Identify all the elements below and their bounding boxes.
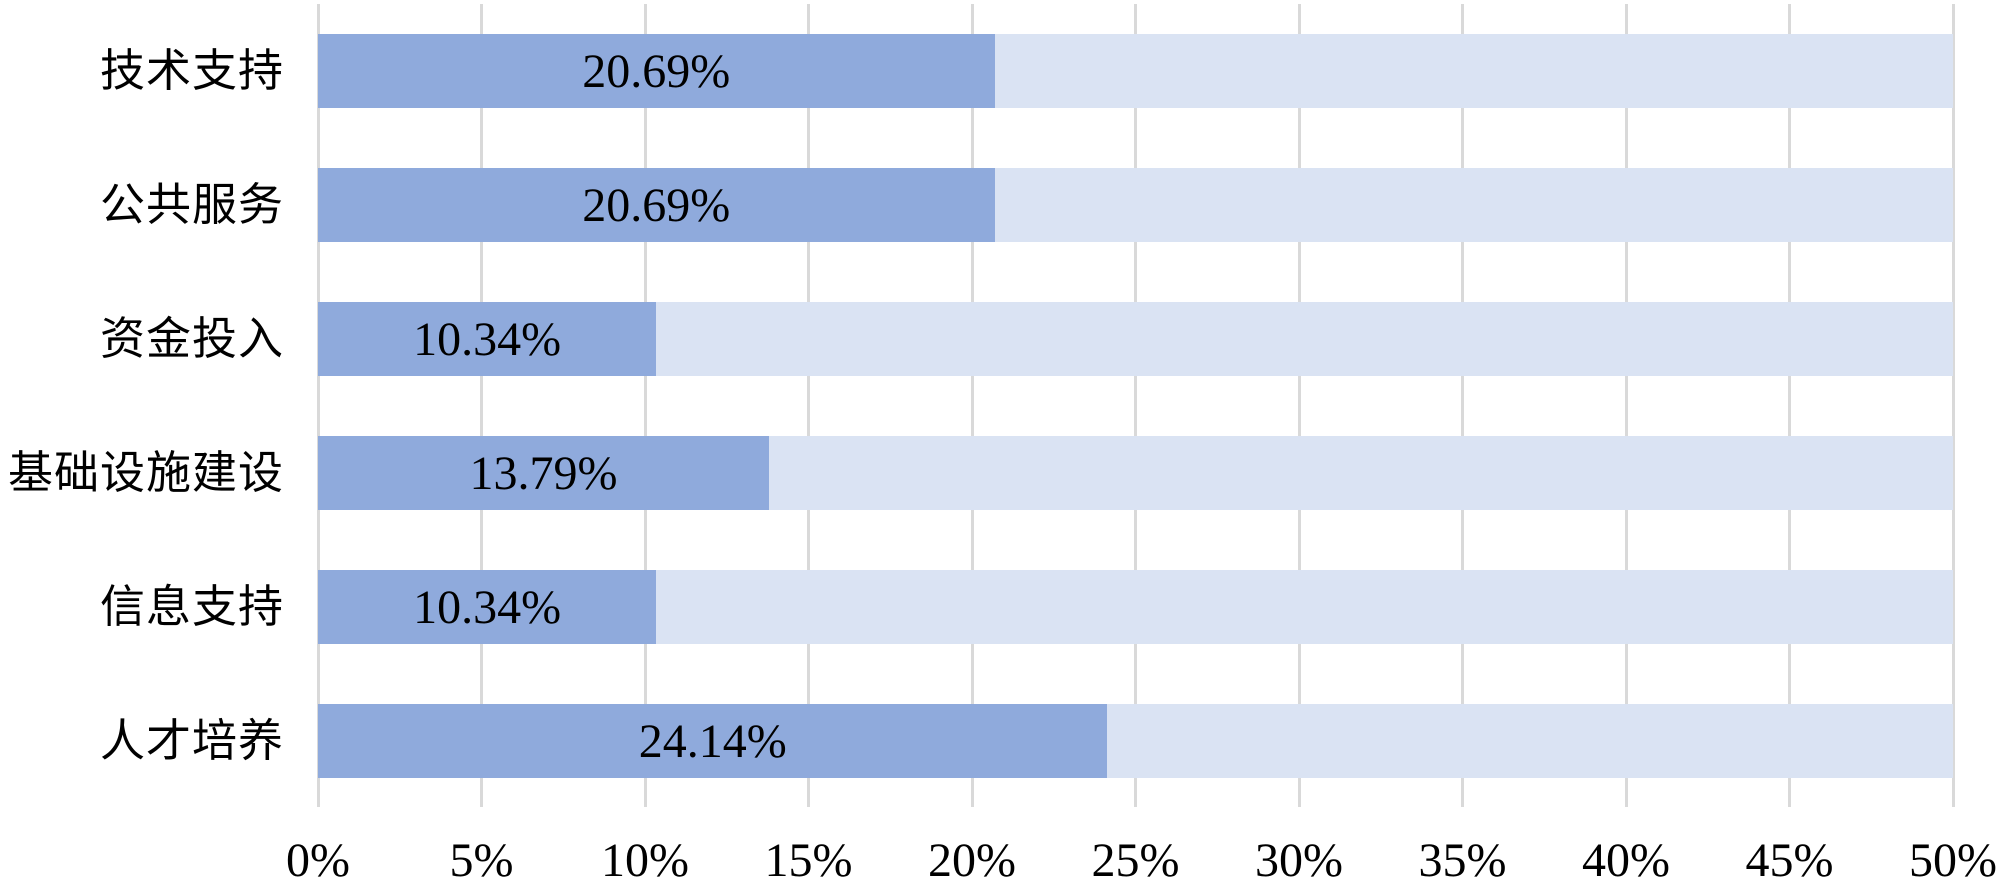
bar-track: 20.69% [318,34,1953,108]
bar-fill: 13.79% [318,436,769,510]
bar-rows: 技术支持 20.69% 公共服务 20.69% 资金投入 10.34% 基础设施建设 13.7… [0,4,2000,808]
gridline [1461,4,1464,807]
bar-row: 技术支持 20.69% [0,4,2000,138]
bar-fill: 24.14% [318,704,1108,778]
gridlines [316,4,1955,807]
x-tick-label: 25% [1091,834,1180,887]
gridline [316,4,320,807]
bar-fill: 20.69% [318,168,995,242]
bar-track: 13.79% [318,436,1953,510]
category-label: 公共服务 [99,180,284,230]
x-tick-label: 35% [1418,834,1507,887]
gridline [1134,4,1137,807]
bar-row: 资金投入 10.34% [0,272,2000,406]
value-label: 10.34% [413,580,562,634]
value-label: 10.34% [413,312,562,366]
category-label: 人才培养 [99,716,284,766]
bar-track: 24.14% [318,704,1953,778]
bar-fill: 10.34% [318,302,657,376]
x-tick-label: 15% [764,834,853,887]
bar-row: 基础设施建设 13.79% [0,406,2000,540]
gridline [1788,4,1791,807]
bar-fill: 10.34% [318,570,657,644]
bar-track: 10.34% [318,302,1953,376]
x-tick-label: 20% [928,834,1016,887]
x-tick-label: 40% [1582,834,1670,887]
gridline [1951,4,1955,807]
gridline [1297,4,1301,807]
gridline [807,4,810,807]
gridline [480,4,483,807]
category-label: 资金投入 [99,314,284,364]
bar-row: 公共服务 20.69% [0,138,2000,272]
x-tick-label: 10% [601,834,689,887]
bar-fill: 20.69% [318,34,995,108]
bar-track: 20.69% [318,168,1953,242]
x-tick-label: 0% [286,834,350,887]
x-tick-label: 45% [1745,834,1834,887]
bar-track: 10.34% [318,570,1953,644]
category-label: 技术支持 [99,46,284,96]
gridline [1624,4,1628,807]
x-axis: 0% 5% 10% 15% 20% 25% 30% 35% 40% 45% 50% [286,818,1997,895]
category-label: 基础设施建设 [7,448,284,498]
value-label: 24.14% [638,714,787,768]
bar-row: 信息支持 10.34% [0,540,2000,674]
gridline [643,4,647,807]
value-label: 13.79% [469,446,618,500]
x-tick-label: 30% [1255,834,1343,887]
gridline [970,4,974,807]
value-label: 20.69% [582,44,731,98]
category-label: 信息支持 [99,582,284,632]
x-tick-label: 5% [449,834,514,887]
bar-row: 人才培养 24.14% [0,674,2000,808]
x-tick-label: 50% [1909,834,1997,887]
value-label: 20.69% [582,178,731,232]
